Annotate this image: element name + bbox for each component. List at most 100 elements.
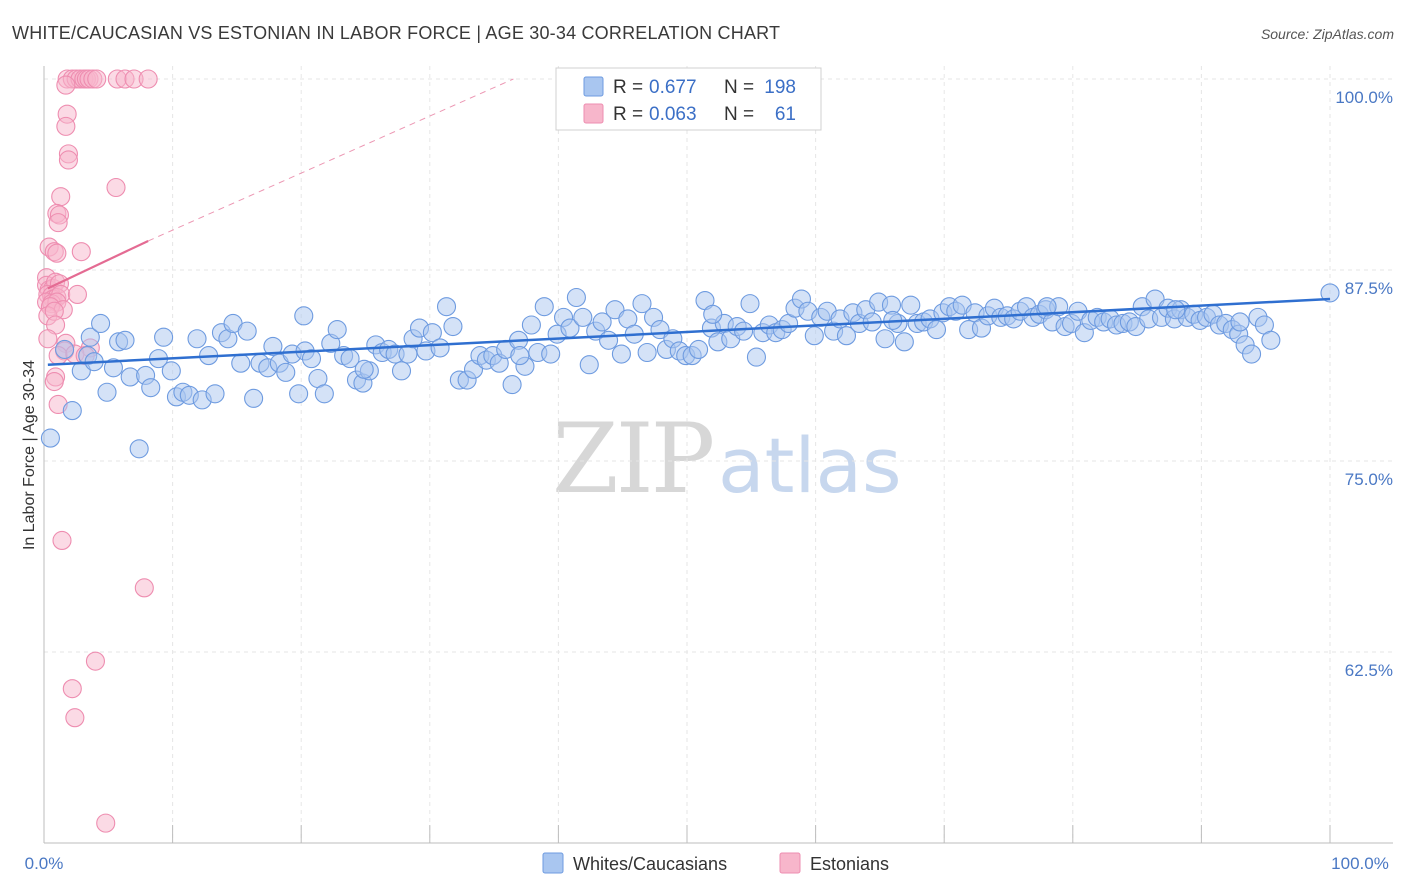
estonians-point: [65, 708, 85, 728]
series-legend-label-estonians: Estonians: [810, 854, 889, 874]
whites-point: [746, 347, 766, 367]
estonians-point: [44, 371, 64, 392]
whites-points: [40, 283, 1340, 459]
whites-point: [55, 339, 75, 360]
whites-point: [294, 306, 314, 326]
estonians-point: [106, 177, 126, 198]
whites-point: [430, 338, 450, 358]
whites-point: [703, 304, 723, 324]
watermark: ZIP atlas: [552, 403, 902, 515]
whites-point: [391, 361, 412, 381]
series-legend-label-whites: Whites/Caucasians: [573, 854, 727, 874]
estonians-point: [62, 679, 82, 699]
whites-point: [263, 336, 283, 356]
whites-point: [62, 401, 82, 421]
whites-point: [231, 353, 251, 373]
legend-r-value: 0.677: [649, 77, 697, 98]
whites-point: [1037, 297, 1057, 317]
whites-point: [443, 316, 463, 337]
y-tick-label: 87.5%: [1345, 279, 1393, 298]
estonians-point: [56, 75, 76, 95]
stats-legend: R = 0.677 N = 198 R = 0.063 N = 61: [555, 67, 822, 131]
whites-point: [689, 339, 709, 360]
estonians-point: [52, 530, 72, 551]
whites-point: [314, 384, 334, 404]
whites-point: [1261, 330, 1281, 350]
estonians-point: [58, 150, 78, 170]
estonians-point: [134, 578, 154, 598]
whites-point: [875, 329, 895, 349]
whites-point: [1320, 283, 1340, 303]
whites-point: [734, 321, 754, 341]
x-tick-label: 100.0%: [1331, 854, 1389, 873]
estonians-point: [48, 213, 68, 233]
legend-r-value: 0.063: [649, 104, 697, 125]
series-legend: Whites/Caucasians Estonians: [542, 852, 889, 874]
series-legend-swatch-estonians: [779, 852, 801, 874]
whites-point: [804, 326, 824, 346]
whites-point: [91, 313, 111, 334]
chart-title: WHITE/CAUCASIAN VS ESTONIAN IN LABOR FOR…: [12, 23, 780, 43]
whites-point: [154, 327, 174, 347]
legend-n-value: 198: [764, 77, 796, 98]
whites-point: [129, 439, 149, 459]
x-tick-label: 0.0%: [25, 854, 64, 873]
estonians-point: [47, 243, 67, 263]
whites-point: [40, 428, 60, 448]
whites-point: [502, 375, 522, 395]
whites-point: [541, 344, 561, 364]
whites-point: [80, 327, 100, 347]
whites-point: [237, 321, 257, 341]
estonians-point: [67, 284, 87, 304]
whites-point: [592, 312, 612, 332]
axis-layer: 100.0% 87.5% 75.0% 62.5% 0.0% 100.0%: [25, 66, 1393, 873]
legend-n-label: N =: [724, 77, 754, 98]
whites-point: [436, 297, 457, 317]
whites-point: [244, 388, 264, 408]
whites-point: [97, 382, 117, 402]
source-label: Source: ZipAtlas.com: [1261, 26, 1394, 42]
whites-point: [141, 378, 161, 398]
whites-point: [115, 330, 135, 350]
y-tick-label: 75.0%: [1345, 470, 1393, 489]
trend-lines: [47, 78, 1331, 366]
whites-trend-line: [47, 297, 1331, 366]
estonians-trend-extension: [147, 78, 514, 242]
watermark-zip: ZIP: [552, 403, 713, 515]
whites-point: [740, 294, 760, 314]
legend-r-label: R =: [613, 77, 643, 98]
estonians-point: [71, 242, 91, 262]
whites-point: [103, 358, 123, 378]
legend-r-label: R =: [613, 104, 643, 125]
whites-point: [566, 287, 586, 308]
whites-point: [901, 295, 921, 315]
whites-point: [894, 332, 914, 352]
estonians-trend-line: [47, 239, 149, 290]
whites-point: [573, 307, 593, 327]
whites-point: [1166, 300, 1186, 320]
whites-point: [187, 329, 207, 349]
whites-point: [926, 320, 947, 340]
estonians-point: [96, 813, 116, 833]
whites-point: [510, 346, 530, 366]
whites-point: [1230, 312, 1250, 332]
watermark-atlas: atlas: [718, 421, 902, 510]
whites-point: [161, 361, 181, 381]
whites-point: [301, 349, 322, 369]
whites-point: [599, 330, 619, 350]
y-axis-label: In Labor Force | Age 30-34: [21, 360, 38, 550]
whites-point: [605, 300, 625, 320]
estonians-point: [38, 329, 58, 349]
grid-layer: [44, 66, 1393, 843]
whites-point: [534, 297, 554, 317]
legend-swatch-blue: [583, 76, 604, 97]
whites-point: [276, 362, 296, 382]
estonians-point: [51, 187, 71, 207]
legend-swatch-pink: [583, 103, 604, 124]
whites-point: [327, 320, 347, 340]
whites-point: [632, 294, 652, 314]
whites-point: [422, 323, 442, 343]
whites-point: [611, 344, 631, 364]
whites-point: [836, 326, 857, 346]
whites-point: [1242, 344, 1262, 364]
